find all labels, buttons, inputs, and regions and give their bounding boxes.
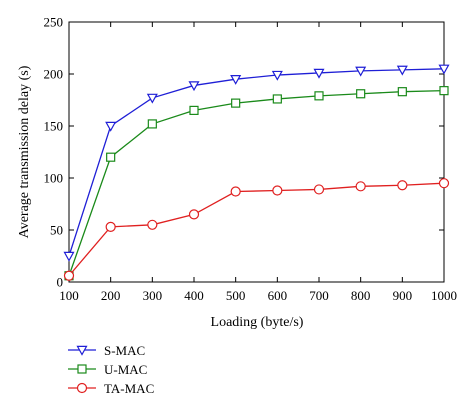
x-tick-label: 900	[393, 288, 413, 303]
series-s-mac	[63, 64, 450, 262]
data-point-ta-mac	[355, 181, 366, 192]
legend-marker-s-mac	[76, 345, 88, 356]
x-tick-label: 300	[143, 288, 163, 303]
legend-marker-ta-mac	[76, 382, 88, 394]
data-point-ta-mac	[188, 209, 200, 220]
series-area	[63, 64, 450, 281]
x-tick-label: 400	[184, 288, 204, 303]
data-point-ta-mac	[105, 221, 116, 232]
x-tick-label: 1000	[431, 288, 457, 303]
axes: 100 200 300 400 500 600 700 800 900 1000 0 50 100 150…	[44, 15, 458, 304]
legend-item-s-mac: S-MAC	[68, 343, 145, 358]
data-point-u-mac	[231, 98, 241, 108]
legend-item-ta-mac: TA-MAC	[68, 381, 154, 396]
series-line-s-mac	[68, 68, 445, 257]
data-point-s-mac	[313, 68, 325, 79]
data-point-u-mac	[106, 152, 116, 162]
y-tick-label: 250	[44, 15, 64, 30]
data-point-s-mac	[146, 93, 158, 104]
data-point-u-mac	[439, 86, 449, 96]
y-tick-label: 100	[44, 171, 64, 186]
data-point-s-mac	[230, 74, 242, 85]
x-tick-label: 200	[101, 288, 121, 303]
data-point-u-mac	[147, 119, 157, 129]
x-axis-label: Loading (byte/s)	[211, 315, 304, 330]
data-point-u-mac	[397, 87, 407, 97]
series-line-u-mac	[68, 89, 445, 276]
plot-frame	[68, 21, 445, 283]
x-tick-label: 700	[309, 288, 329, 303]
legend-label-ta-mac: TA-MAC	[104, 381, 154, 396]
data-point-ta-mac	[272, 185, 283, 196]
series-u-mac	[64, 86, 449, 281]
data-point-s-mac	[105, 121, 117, 132]
legend-item-u-mac: U-MAC	[68, 362, 147, 377]
legend-label-s-mac: S-MAC	[104, 343, 145, 358]
data-point-ta-mac	[397, 180, 408, 191]
data-point-s-mac	[63, 251, 75, 262]
y-tick-label: 200	[44, 67, 64, 82]
legend-marker-u-mac	[77, 364, 87, 374]
y-tick-label: 150	[44, 119, 64, 134]
legend-label-u-mac: U-MAC	[104, 362, 147, 377]
y-axis-label: Average transmission delay (s)	[17, 65, 32, 238]
x-tick-label: 100	[59, 288, 79, 303]
x-tick-label: 800	[351, 288, 371, 303]
series-line-ta-mac	[68, 182, 445, 277]
data-point-ta-mac	[63, 270, 75, 281]
data-point-u-mac	[189, 105, 199, 116]
data-point-s-mac	[355, 66, 367, 77]
data-point-ta-mac	[147, 219, 158, 230]
x-tick-label: 600	[268, 288, 288, 303]
data-point-u-mac	[272, 94, 282, 104]
data-point-ta-mac	[230, 186, 241, 197]
x-tick-label: 500	[226, 288, 246, 303]
data-point-s-mac	[438, 64, 450, 75]
data-point-s-mac	[396, 65, 408, 76]
data-point-s-mac	[271, 70, 283, 81]
data-point-ta-mac	[438, 178, 450, 189]
y-tick-label: 0	[57, 275, 64, 290]
data-point-u-mac	[356, 89, 366, 99]
y-tick-label: 50	[50, 223, 63, 238]
data-point-u-mac	[314, 91, 324, 101]
legend: S-MAC U-MAC TA-MAC	[68, 343, 154, 396]
data-point-s-mac	[188, 81, 200, 92]
series-ta-mac	[63, 178, 450, 281]
data-point-ta-mac	[313, 184, 325, 195]
